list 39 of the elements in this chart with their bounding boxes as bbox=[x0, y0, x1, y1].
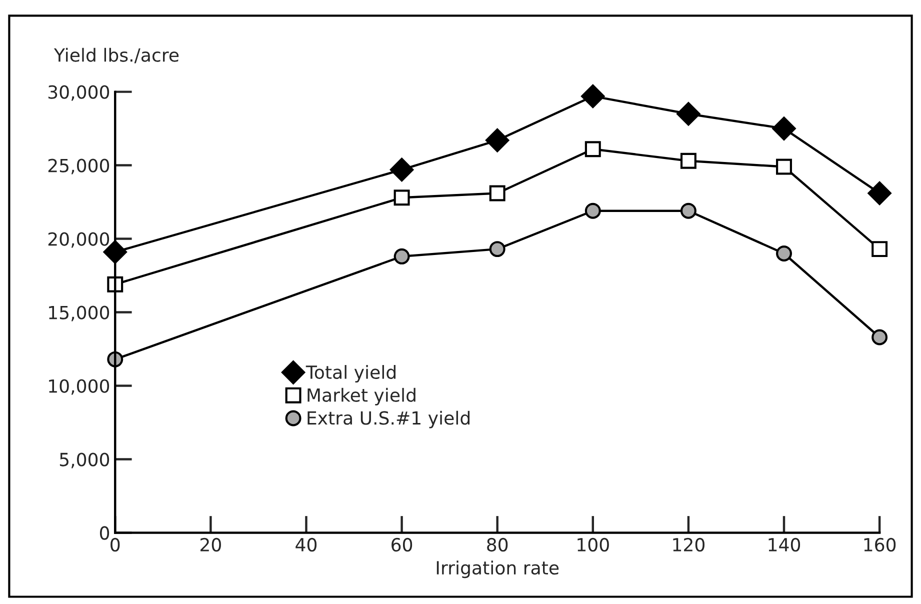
legend-label: Market yield bbox=[308, 388, 416, 406]
point bbox=[584, 141, 601, 158]
y-tick-label: 20,000 bbox=[48, 232, 110, 248]
y-tick-label: 5,000 bbox=[60, 452, 110, 468]
point bbox=[485, 128, 510, 152]
x-tick-label: 100 bbox=[578, 538, 609, 552]
point bbox=[581, 84, 605, 108]
x-tick-label: 20 bbox=[200, 538, 221, 552]
point bbox=[676, 102, 700, 126]
point bbox=[872, 241, 888, 258]
point bbox=[680, 152, 696, 169]
point bbox=[390, 158, 414, 182]
x-tick-label: 80 bbox=[487, 538, 508, 552]
y-tick-label: 10,000 bbox=[49, 379, 110, 395]
point bbox=[489, 241, 506, 258]
legend-label: Extra U.S.#1 yield bbox=[308, 410, 470, 428]
x-tick-label: 0 bbox=[110, 538, 120, 552]
y-tick-label: 0 bbox=[100, 526, 110, 540]
point bbox=[872, 329, 888, 346]
y-axis-title: Yield lbs./acre bbox=[54, 48, 179, 64]
y-tick-label: 15,000 bbox=[49, 306, 110, 322]
x-tick-label: 120 bbox=[673, 538, 704, 552]
x-axis-title: Irrigation rate bbox=[436, 560, 559, 578]
point bbox=[868, 181, 892, 206]
point bbox=[584, 202, 601, 219]
x-tick-label: 60 bbox=[392, 538, 412, 552]
y-tick-label: 30,000 bbox=[48, 85, 110, 101]
point bbox=[776, 158, 792, 175]
x-tick-label: 160 bbox=[864, 538, 896, 552]
x-tick-label: 140 bbox=[768, 538, 800, 552]
point bbox=[772, 116, 796, 140]
x-tick-label: 40 bbox=[296, 538, 317, 552]
point bbox=[394, 248, 410, 264]
legend-label: Total yield bbox=[306, 365, 396, 383]
point bbox=[680, 202, 696, 219]
point bbox=[394, 190, 410, 206]
point bbox=[489, 185, 506, 202]
y-tick-label: 25,000 bbox=[48, 158, 110, 174]
point bbox=[776, 245, 792, 262]
